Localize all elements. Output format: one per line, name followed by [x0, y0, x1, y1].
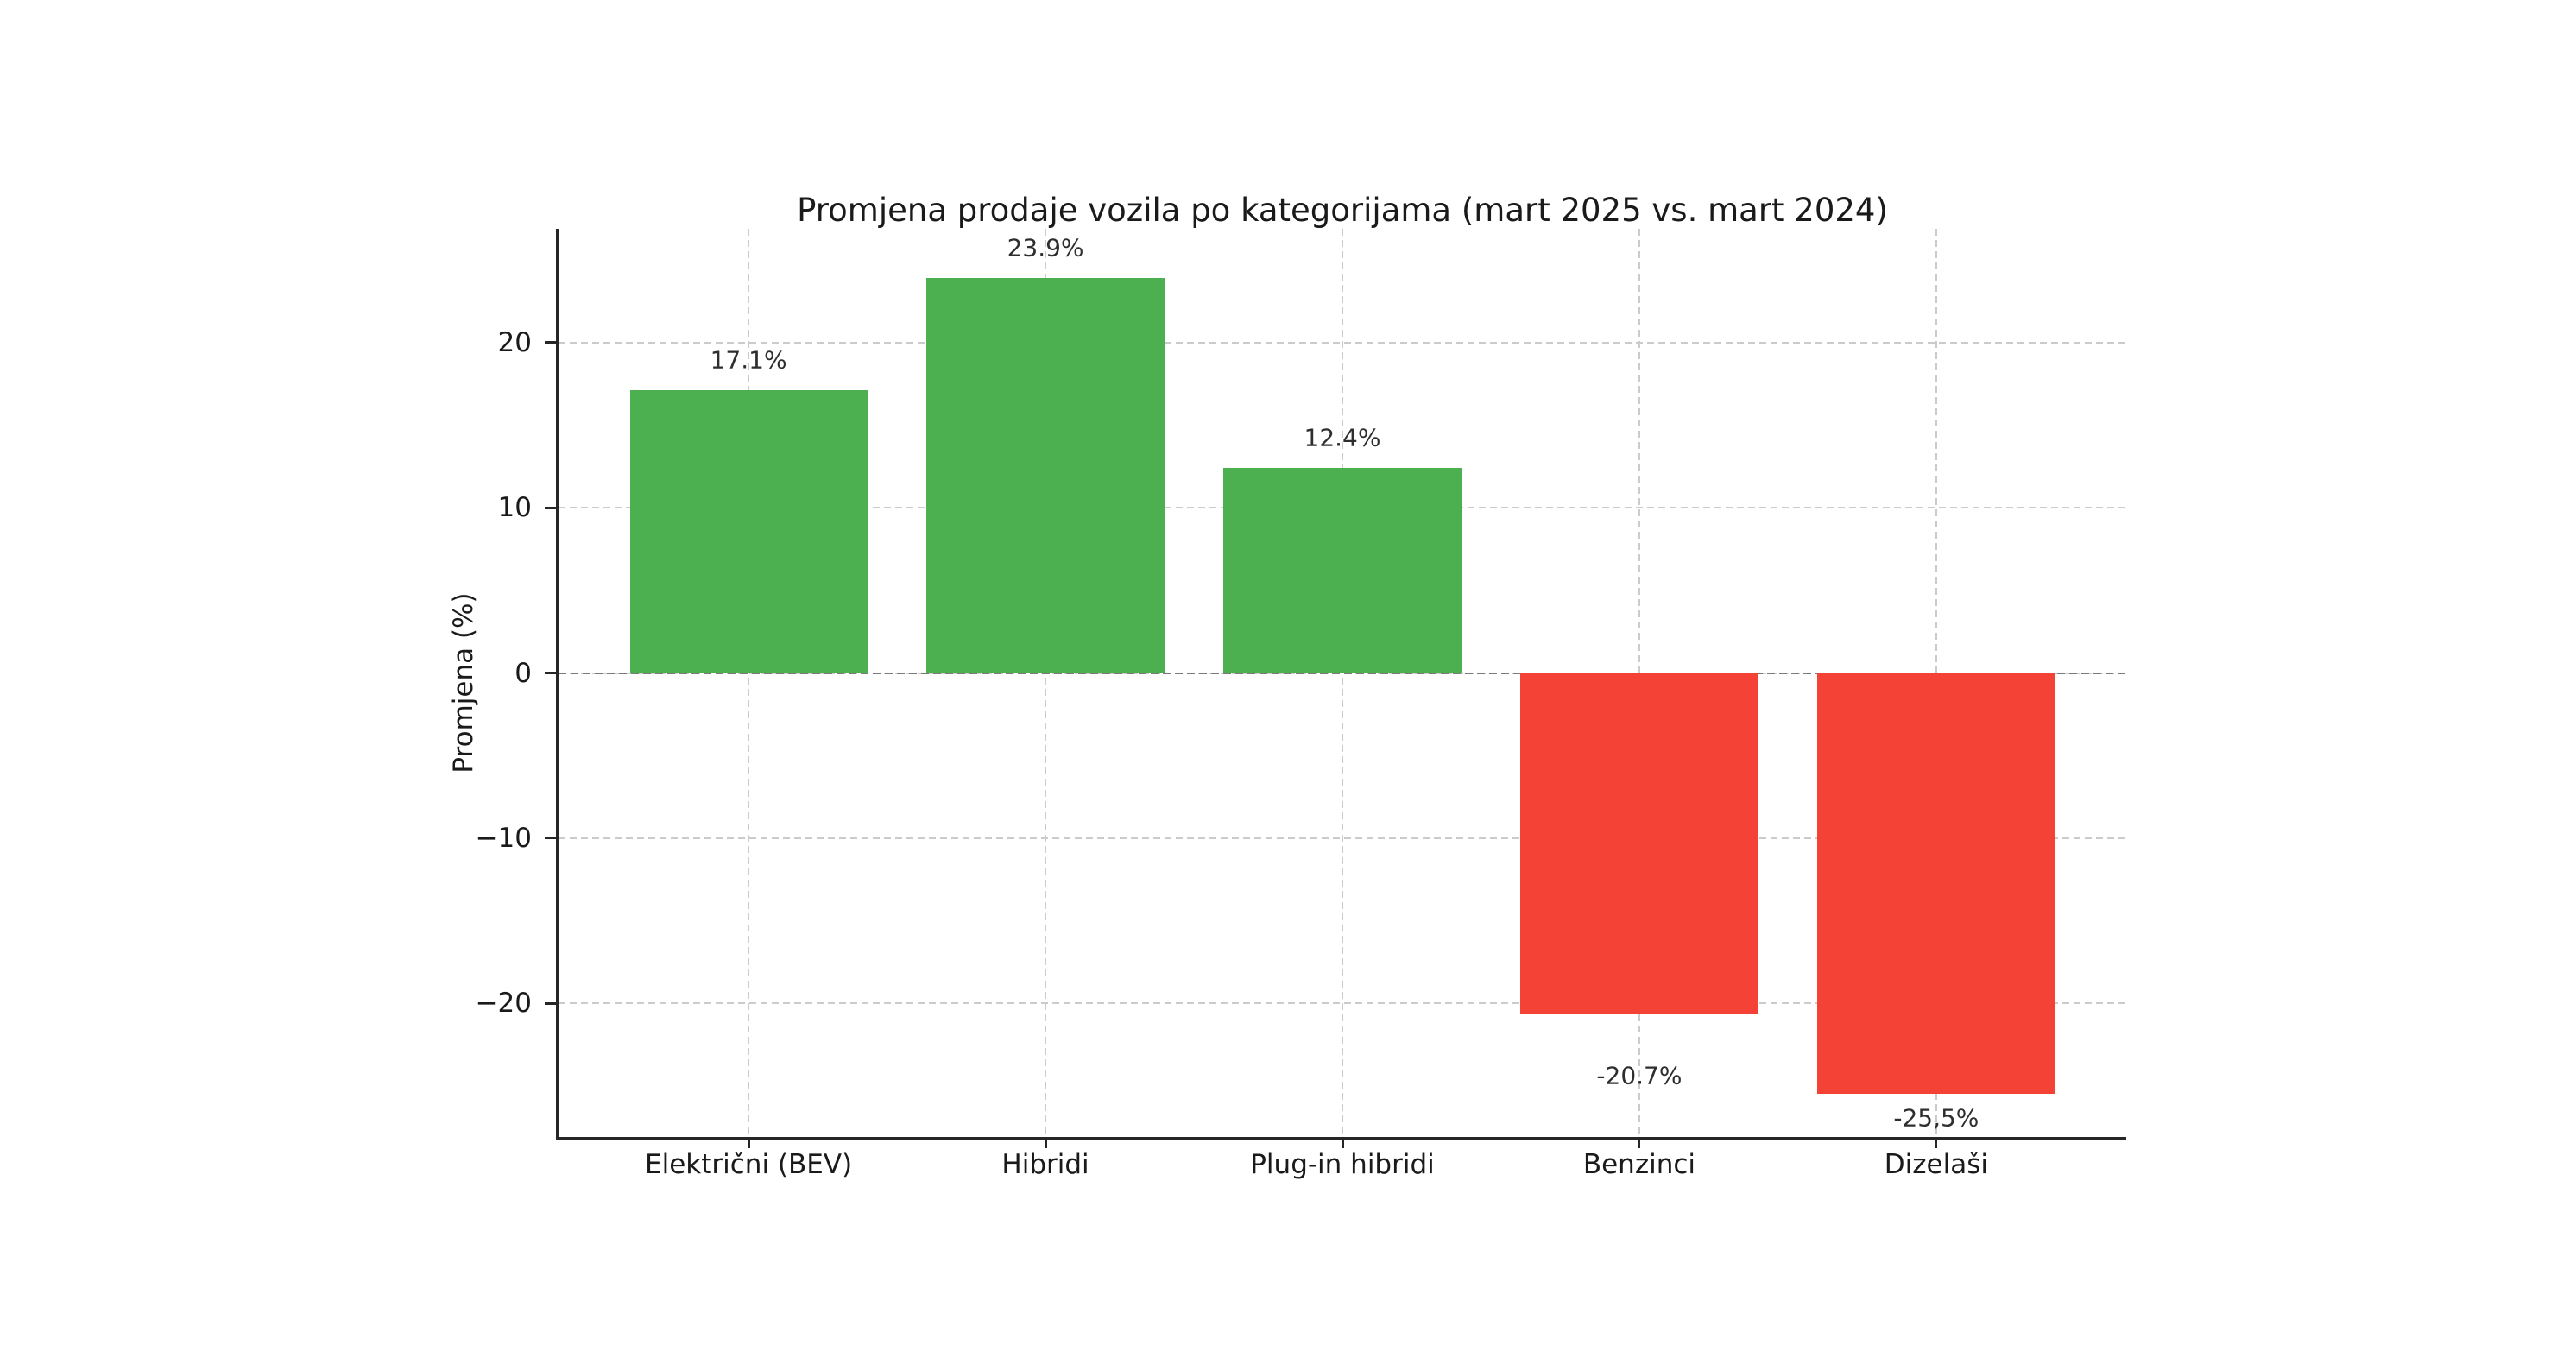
bar-value-label: 23.9% — [1007, 233, 1084, 262]
y-tick-label: 20 — [497, 326, 532, 358]
v-gridline — [1045, 229, 1047, 1137]
zero-line — [559, 672, 2126, 674]
y-tick-mark — [545, 341, 556, 344]
y-tick-mark — [545, 506, 556, 509]
h-gridline — [559, 837, 2126, 839]
x-tick-mark — [1638, 1137, 1641, 1148]
x-tick-label: Električni (BEV) — [645, 1149, 853, 1180]
bar-dizela-i — [1817, 673, 2055, 1095]
h-gridline — [559, 341, 2126, 344]
x-tick-mark — [1044, 1137, 1047, 1148]
y-axis-label: Promjena (%) — [448, 592, 479, 774]
y-tick-mark — [545, 672, 556, 675]
x-tick-mark — [747, 1137, 750, 1148]
plot-area: Električni (BEV) Hibridi Plug-in hibridi Be… — [476, 229, 2126, 1180]
chart-title: Promjena prodaje vozila po kategorijama … — [797, 192, 1888, 229]
y-tick-mark — [545, 1001, 556, 1005]
bar-value-label: 12.4% — [1304, 423, 1381, 452]
bar-plug-in-hibridi — [1223, 468, 1462, 673]
x-tick-label: Benzinci — [1582, 1149, 1696, 1180]
y-tick-mark — [545, 837, 556, 840]
y-tick-label: 0 — [515, 657, 532, 689]
y-tick-label: 10 — [497, 492, 532, 524]
v-gridline — [1342, 229, 1343, 1137]
bar-hibridi — [926, 278, 1165, 673]
x-tick-mark — [1935, 1137, 1938, 1148]
v-gridline — [748, 229, 750, 1137]
x-tick-label: Plug-in hibridi — [1250, 1149, 1435, 1180]
x-tick-mark — [1341, 1137, 1344, 1148]
bar-value-label: -25,5% — [1893, 1103, 1979, 1133]
bar-value-label: 17.1% — [710, 345, 787, 375]
bar-benzinci — [1520, 673, 1758, 1015]
h-gridline — [559, 1002, 2126, 1005]
bar-value-label: -20.7% — [1596, 1061, 1683, 1090]
y-tick-label: −20 — [475, 988, 532, 1020]
y-axis-spine — [556, 229, 559, 1140]
x-tick-label: Hibridi — [1001, 1149, 1089, 1180]
bar-elektri-ni-bev — [629, 390, 868, 673]
y-tick-label: −10 — [475, 822, 532, 854]
x-tick-label: Dizelaši — [1884, 1149, 1988, 1180]
